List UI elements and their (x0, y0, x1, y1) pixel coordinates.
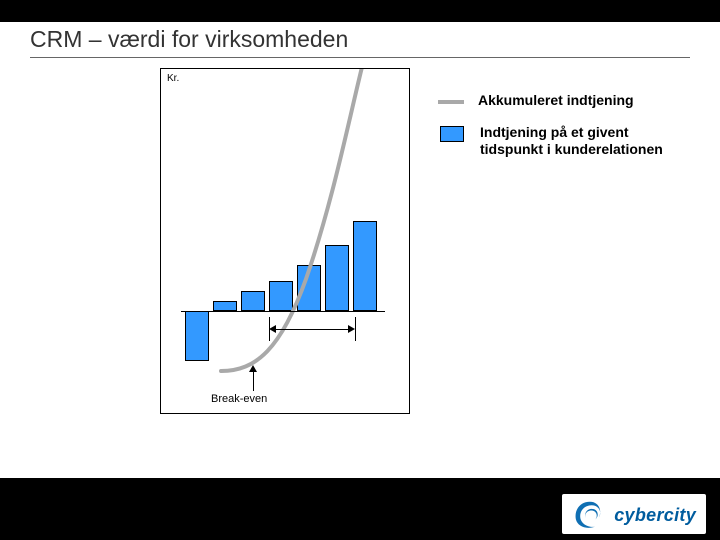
breakeven-arrow-line (253, 371, 254, 391)
title-area: CRM – værdi for virksomheden (0, 22, 720, 62)
legend-swatch-bar (440, 126, 464, 142)
breakeven-label: Break-even (211, 393, 267, 405)
breakeven-arrow-head (249, 365, 257, 372)
legend-text-bar: Indtjening på et givent tidspunkt i kund… (480, 124, 678, 159)
chart-box: Kr. Break-even (160, 68, 410, 414)
legend-row-bar: Indtjening på et givent tidspunkt i kund… (438, 124, 678, 159)
logo-text: cybercity (614, 505, 696, 526)
legend-row-line: Akkumuleret indtjening (438, 92, 678, 110)
range-arrow-head-right (348, 325, 355, 333)
range-arrow-head-left (269, 325, 276, 333)
footer-black-band: cybercity (0, 478, 720, 540)
accumulated-curve (161, 69, 409, 413)
logo-swirl-icon (572, 500, 608, 530)
page-title: CRM – værdi for virksomheden (30, 26, 690, 58)
legend: Akkumuleret indtjening Indtjening på et … (438, 92, 678, 173)
top-black-band (0, 0, 720, 22)
content: Kr. Break-even Akkumuleret indtjening In… (160, 68, 720, 414)
plot-area: Break-even (161, 69, 409, 413)
legend-text-line: Akkumuleret indtjening (478, 92, 634, 110)
range-tick-right (355, 317, 356, 341)
range-arrow-line (275, 329, 349, 330)
logo: cybercity (562, 494, 706, 534)
baseline (181, 311, 385, 312)
legend-swatch-line (438, 100, 464, 104)
